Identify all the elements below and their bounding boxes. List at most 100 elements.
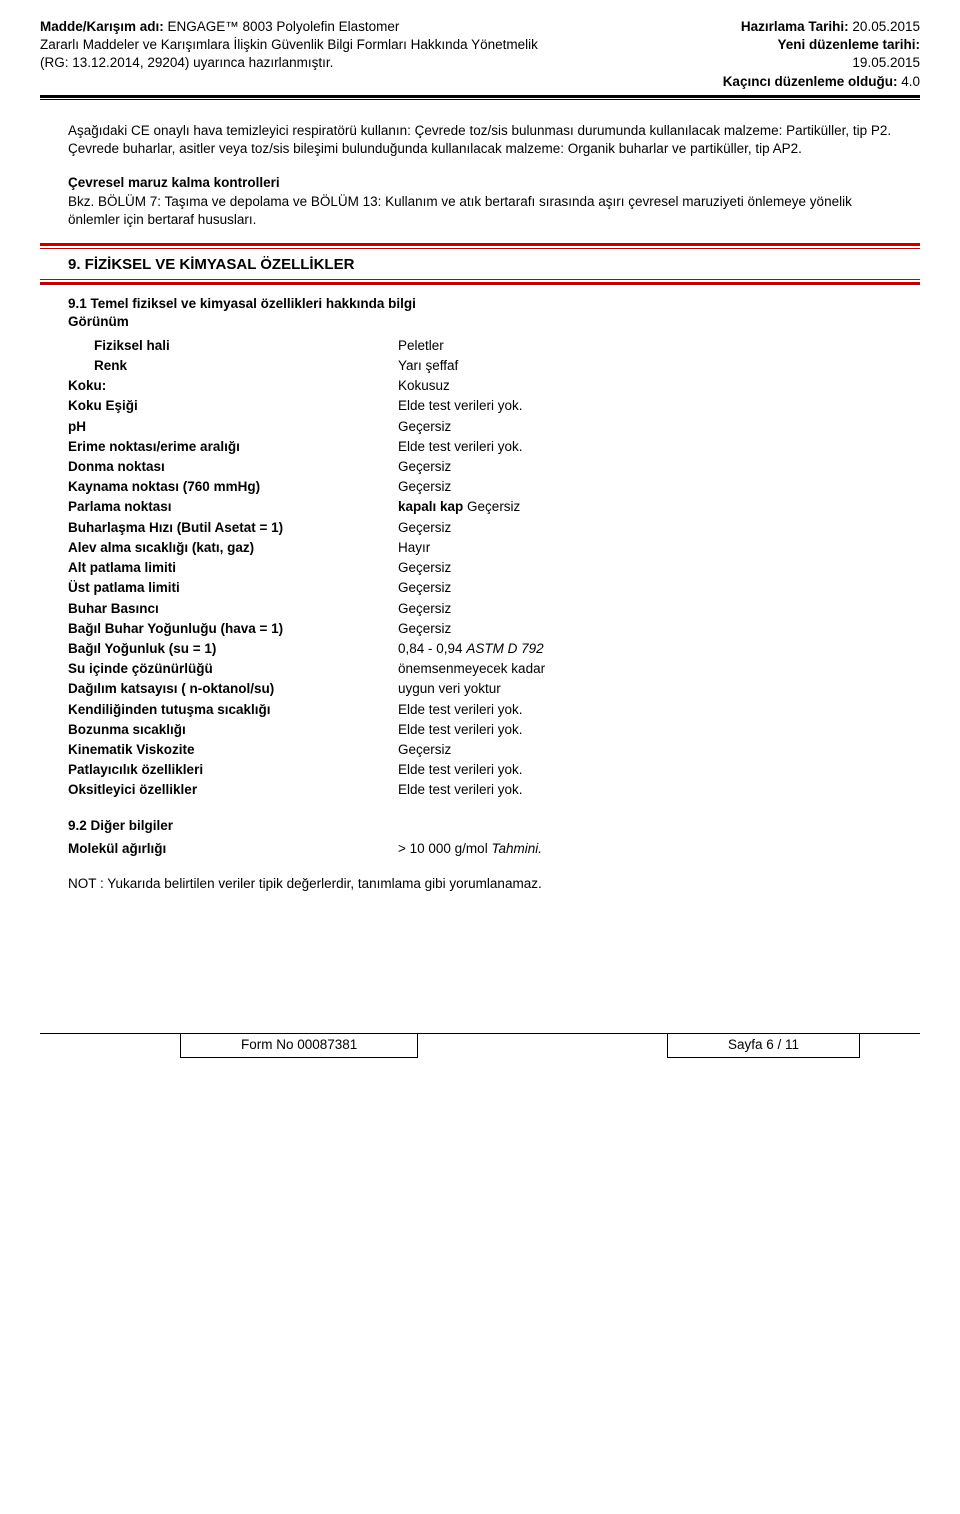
property-label: Bağıl Yoğunluk (su = 1) bbox=[68, 639, 398, 659]
property-row: Alt patlama limitiGeçersiz bbox=[68, 558, 892, 578]
property-value: Elde test verileri yok. bbox=[398, 437, 892, 457]
property-row: Patlayıcılık özellikleriElde test verile… bbox=[68, 760, 892, 780]
molecular-weight-table: Molekül ağırlığı > 10 000 g/mol Tahmini. bbox=[68, 839, 892, 859]
header-rule-thin bbox=[40, 99, 920, 100]
revision-num-value: 4.0 bbox=[897, 74, 920, 89]
prep-date-label: Hazırlama Tarihi: bbox=[741, 19, 849, 34]
property-value: Geçersiz bbox=[398, 619, 892, 639]
footer-page-no: Sayfa 6 / 11 bbox=[667, 1034, 860, 1057]
property-label: Buhar Basıncı bbox=[68, 599, 398, 619]
property-label: pH bbox=[68, 417, 398, 437]
content-block-1: Aşağıdaki CE onaylı hava temizleyici res… bbox=[40, 122, 920, 229]
env-exposure-heading: Çevresel maruz kalma kontrolleri bbox=[68, 174, 892, 192]
header-product-line: Madde/Karışım adı: ENGAGE™ 8003 Polyolef… bbox=[40, 18, 703, 36]
property-row: Bağıl Buhar Yoğunluğu (hava = 1)Geçersiz bbox=[68, 619, 892, 639]
property-label: Fiziksel hali bbox=[68, 336, 398, 356]
property-label: Üst patlama limiti bbox=[68, 578, 398, 598]
section-rule-top-thin bbox=[40, 248, 920, 249]
property-value: Geçersiz bbox=[398, 599, 892, 619]
property-row: Kendiliğinden tutuşma sıcaklığıElde test… bbox=[68, 700, 892, 720]
prep-date-line: Hazırlama Tarihi: 20.05.2015 bbox=[723, 18, 920, 36]
property-label: Alev alma sıcaklığı (katı, gaz) bbox=[68, 538, 398, 558]
property-value: Geçersiz bbox=[398, 457, 892, 477]
property-label: Bağıl Buhar Yoğunluğu (hava = 1) bbox=[68, 619, 398, 639]
respirator-paragraph: Aşağıdaki CE onaylı hava temizleyici res… bbox=[68, 122, 892, 158]
property-row: Oksitleyici özelliklerElde test verileri… bbox=[68, 780, 892, 800]
property-label: Renk bbox=[68, 356, 398, 376]
property-label: Kinematik Viskozite bbox=[68, 740, 398, 760]
property-label: Donma noktası bbox=[68, 457, 398, 477]
property-value: Elde test verileri yok. bbox=[398, 760, 892, 780]
property-value: Yarı şeffaf bbox=[398, 356, 892, 376]
mw-value-plain: > 10 000 g/mol bbox=[398, 841, 491, 856]
revision-date-value: 19.05.2015 bbox=[723, 54, 920, 72]
property-value: Elde test verileri yok. bbox=[398, 720, 892, 740]
property-row: Donma noktasıGeçersiz bbox=[68, 457, 892, 477]
footer-form-no: Form No 00087381 bbox=[180, 1034, 418, 1057]
property-value: Peletler bbox=[398, 336, 892, 356]
revision-date-label: Yeni düzenleme tarihi: bbox=[723, 36, 920, 54]
page-header: Madde/Karışım adı: ENGAGE™ 8003 Polyolef… bbox=[40, 18, 920, 91]
section-9-note: NOT : Yukarıda belirtilen veriler tipik … bbox=[68, 875, 892, 893]
property-label: Parlama noktası bbox=[68, 497, 398, 517]
property-label: Koku: bbox=[68, 376, 398, 396]
section-9-1-heading: 9.1 Temel fiziksel ve kimyasal özellikle… bbox=[68, 295, 892, 313]
section-9-wrap: 9. FİZİKSEL VE KİMYASAL ÖZELLİKLER bbox=[40, 243, 920, 285]
revision-num-line: Kaçıncı düzenleme olduğu: 4.0 bbox=[723, 73, 920, 91]
property-label: Kaynama noktası (760 mmHg) bbox=[68, 477, 398, 497]
property-value: Geçersiz bbox=[398, 578, 892, 598]
header-left: Madde/Karışım adı: ENGAGE™ 8003 Polyolef… bbox=[40, 18, 703, 91]
property-value: Geçersiz bbox=[398, 518, 892, 538]
section-9-title: 9. FİZİKSEL VE KİMYASAL ÖZELLİKLER bbox=[40, 255, 920, 275]
property-row: Dağılım katsayısı ( n-oktanol/su)uygun v… bbox=[68, 679, 892, 699]
property-label: Bozunma sıcaklığı bbox=[68, 720, 398, 740]
property-value: önemsenmeyecek kadar bbox=[398, 659, 892, 679]
property-row: Fiziksel haliPeletler bbox=[68, 336, 892, 356]
property-label: Kendiliğinden tutuşma sıcaklığı bbox=[68, 700, 398, 720]
revision-num-label: Kaçıncı düzenleme olduğu: bbox=[723, 74, 898, 89]
section-rule-bottom-thin bbox=[40, 279, 920, 280]
property-label: Su içinde çözünürlüğü bbox=[68, 659, 398, 679]
property-label: Erime noktası/erime aralığı bbox=[68, 437, 398, 457]
property-value: Geçersiz bbox=[398, 477, 892, 497]
property-row: pHGeçersiz bbox=[68, 417, 892, 437]
regulation-line-2: (RG: 13.12.2014, 29204) uyarınca hazırla… bbox=[40, 54, 703, 72]
property-value: Geçersiz bbox=[398, 417, 892, 437]
property-value: Geçersiz bbox=[398, 558, 892, 578]
property-row: Kaynama noktası (760 mmHg)Geçersiz bbox=[68, 477, 892, 497]
section-9-2-heading: 9.2 Diğer bilgiler bbox=[68, 817, 892, 835]
property-value: kapalı kap Geçersiz bbox=[398, 497, 892, 517]
property-row: Bağıl Yoğunluk (su = 1)0,84 - 0,94 ASTM … bbox=[68, 639, 892, 659]
section-rule-bottom-thick bbox=[40, 282, 920, 285]
property-label: Buharlaşma Hızı (Butil Asetat = 1) bbox=[68, 518, 398, 538]
page-footer: Form No 00087381 Sayfa 6 / 11 bbox=[40, 1033, 920, 1057]
header-right: Hazırlama Tarihi: 20.05.2015 Yeni düzenl… bbox=[703, 18, 920, 91]
property-row: Buhar Basıncı Geçersiz bbox=[68, 599, 892, 619]
section-9-content: 9.1 Temel fiziksel ve kimyasal özellikle… bbox=[40, 295, 920, 893]
property-row: Üst patlama limitiGeçersiz bbox=[68, 578, 892, 598]
property-row: Alev alma sıcaklığı (katı, gaz)Hayır bbox=[68, 538, 892, 558]
property-row: Kinematik ViskoziteGeçersiz bbox=[68, 740, 892, 760]
env-exposure-paragraph: Bkz. BÖLÜM 7: Taşıma ve depolama ve BÖLÜ… bbox=[68, 193, 892, 229]
property-value: uygun veri yoktur bbox=[398, 679, 892, 699]
section-rule-top-thick bbox=[40, 243, 920, 246]
header-rule-thick bbox=[40, 95, 920, 98]
property-label: Koku Eşiği bbox=[68, 396, 398, 416]
property-value: Geçersiz bbox=[398, 740, 892, 760]
regulation-line-1: Zararlı Maddeler ve Karışımlara İlişkin … bbox=[40, 36, 703, 54]
product-name: ENGAGE™ 8003 Polyolefin Elastomer bbox=[164, 19, 400, 34]
property-value: Kokusuz bbox=[398, 376, 892, 396]
property-row: Erime noktası/erime aralığıElde test ver… bbox=[68, 437, 892, 457]
property-value: Elde test verileri yok. bbox=[398, 396, 892, 416]
property-value: Hayır bbox=[398, 538, 892, 558]
property-row: Su içinde çözünürlüğüönemsenmeyecek kada… bbox=[68, 659, 892, 679]
property-row: Buharlaşma Hızı (Butil Asetat = 1)Geçers… bbox=[68, 518, 892, 538]
property-value: Elde test verileri yok. bbox=[398, 780, 892, 800]
property-row: Parlama noktasıkapalı kap Geçersiz bbox=[68, 497, 892, 517]
product-label: Madde/Karışım adı: bbox=[40, 19, 164, 34]
mw-value: > 10 000 g/mol Tahmini. bbox=[398, 839, 892, 859]
appearance-heading: Görünüm bbox=[68, 313, 892, 331]
property-label: Dağılım katsayısı ( n-oktanol/su) bbox=[68, 679, 398, 699]
property-row: Koku EşiğiElde test verileri yok. bbox=[68, 396, 892, 416]
properties-table: Fiziksel haliPeletlerRenkYarı şeffafKoku… bbox=[68, 336, 892, 801]
